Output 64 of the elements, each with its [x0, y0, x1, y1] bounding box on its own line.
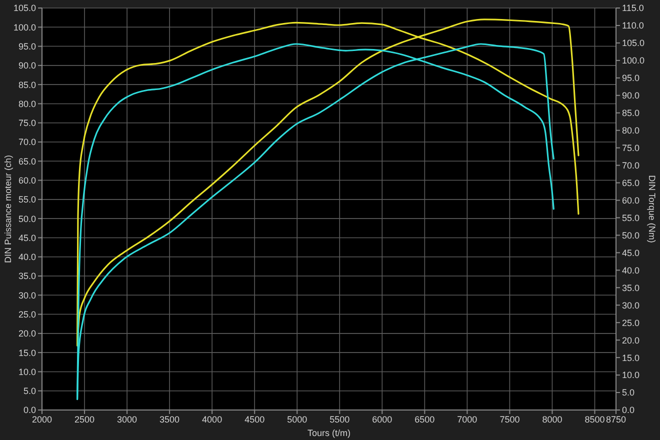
y2-tick-label: 15.0 [622, 352, 640, 363]
x-tick-label: 4000 [202, 414, 222, 424]
x-tick-label: 6000 [372, 414, 392, 424]
y-tick-label: 0.0 [23, 405, 36, 416]
y2-tick-label: 85.0 [622, 108, 640, 118]
x-tick-label: 8000 [542, 414, 562, 424]
y2-tick-label: 50.0 [622, 230, 640, 240]
y2-tick-label: 105.0 [622, 38, 645, 48]
y-tick-label: 5.0 [23, 386, 36, 396]
x-tick-label: 5500 [330, 414, 350, 424]
y2-tick-label: 60.0 [622, 195, 640, 206]
x-tick-label: 5000 [287, 414, 308, 424]
y-tick-label: 70.0 [18, 137, 36, 148]
y2-tick-label: 0.0 [622, 405, 635, 416]
x-tick-label: 3000 [117, 414, 138, 424]
y2-tick-label: 20.0 [622, 335, 640, 346]
y2-tick-label: 100.0 [622, 56, 645, 66]
y-tick-label: 60.0 [18, 175, 36, 186]
y2-tick-label: 65.0 [622, 178, 640, 188]
y-tick-label: 65.0 [18, 156, 36, 166]
y2-tick-label: 110.0 [622, 20, 644, 31]
x-tick-label: 8750 [606, 414, 626, 424]
x-axis-title: Tours (t/m) [307, 428, 351, 438]
y2-tick-label: 70.0 [622, 160, 640, 170]
y-tick-label: 105.0 [13, 3, 36, 14]
y2-tick-label: 40.0 [622, 265, 640, 276]
y-tick-label: 50.0 [18, 214, 36, 224]
y-tick-label: 85.0 [18, 80, 36, 90]
y-tick-label: 10.0 [18, 366, 36, 377]
x-tick-label: 4500 [244, 414, 265, 424]
x-tick-label: 7500 [500, 414, 520, 424]
y-tick-label: 45.0 [18, 232, 36, 243]
x-tick-label: 8500 [584, 414, 605, 424]
y2-tick-label: 55.0 [622, 212, 640, 223]
y2-tick-label: 115.0 [622, 3, 644, 14]
y-axis-title: DIN Puissance moteur (ch) [3, 154, 13, 264]
y-tick-label: 20.0 [18, 328, 36, 339]
y-tick-label: 55.0 [18, 194, 36, 205]
y-tick-label: 15.0 [18, 348, 36, 358]
x-tick-label: 2500 [74, 414, 95, 424]
y2-tick-label: 95.0 [622, 73, 640, 84]
y2-tick-label: 45.0 [622, 248, 640, 258]
y2-tick-label: 5.0 [622, 388, 635, 398]
y-tick-label: 35.0 [18, 271, 36, 282]
y2-tick-label: 75.0 [622, 143, 640, 154]
y-tick-label: 100.0 [13, 22, 36, 32]
y2-tick-label: 35.0 [622, 282, 640, 293]
x-tick-label: 6500 [414, 414, 435, 424]
y-tick-label: 95.0 [18, 41, 36, 52]
x-tick-label: 7000 [457, 414, 478, 424]
y2-tick-label: 25.0 [622, 318, 640, 328]
y-tick-label: 30.0 [18, 290, 36, 300]
y-tick-label: 90.0 [18, 60, 36, 71]
y2-axis-title: DIN Torque (Nm) [647, 175, 657, 243]
y-tick-label: 75.0 [18, 118, 36, 128]
y2-tick-label: 30.0 [622, 300, 640, 310]
y-tick-label: 40.0 [18, 252, 36, 262]
y2-tick-label: 10.0 [622, 370, 640, 380]
x-tick-label: 3500 [160, 414, 180, 424]
y2-tick-label: 80.0 [622, 126, 640, 136]
y-tick-label: 80.0 [18, 98, 36, 109]
x-tick-label: 2000 [32, 414, 52, 424]
y2-tick-label: 90.0 [622, 90, 640, 101]
y-tick-label: 25.0 [18, 309, 36, 320]
